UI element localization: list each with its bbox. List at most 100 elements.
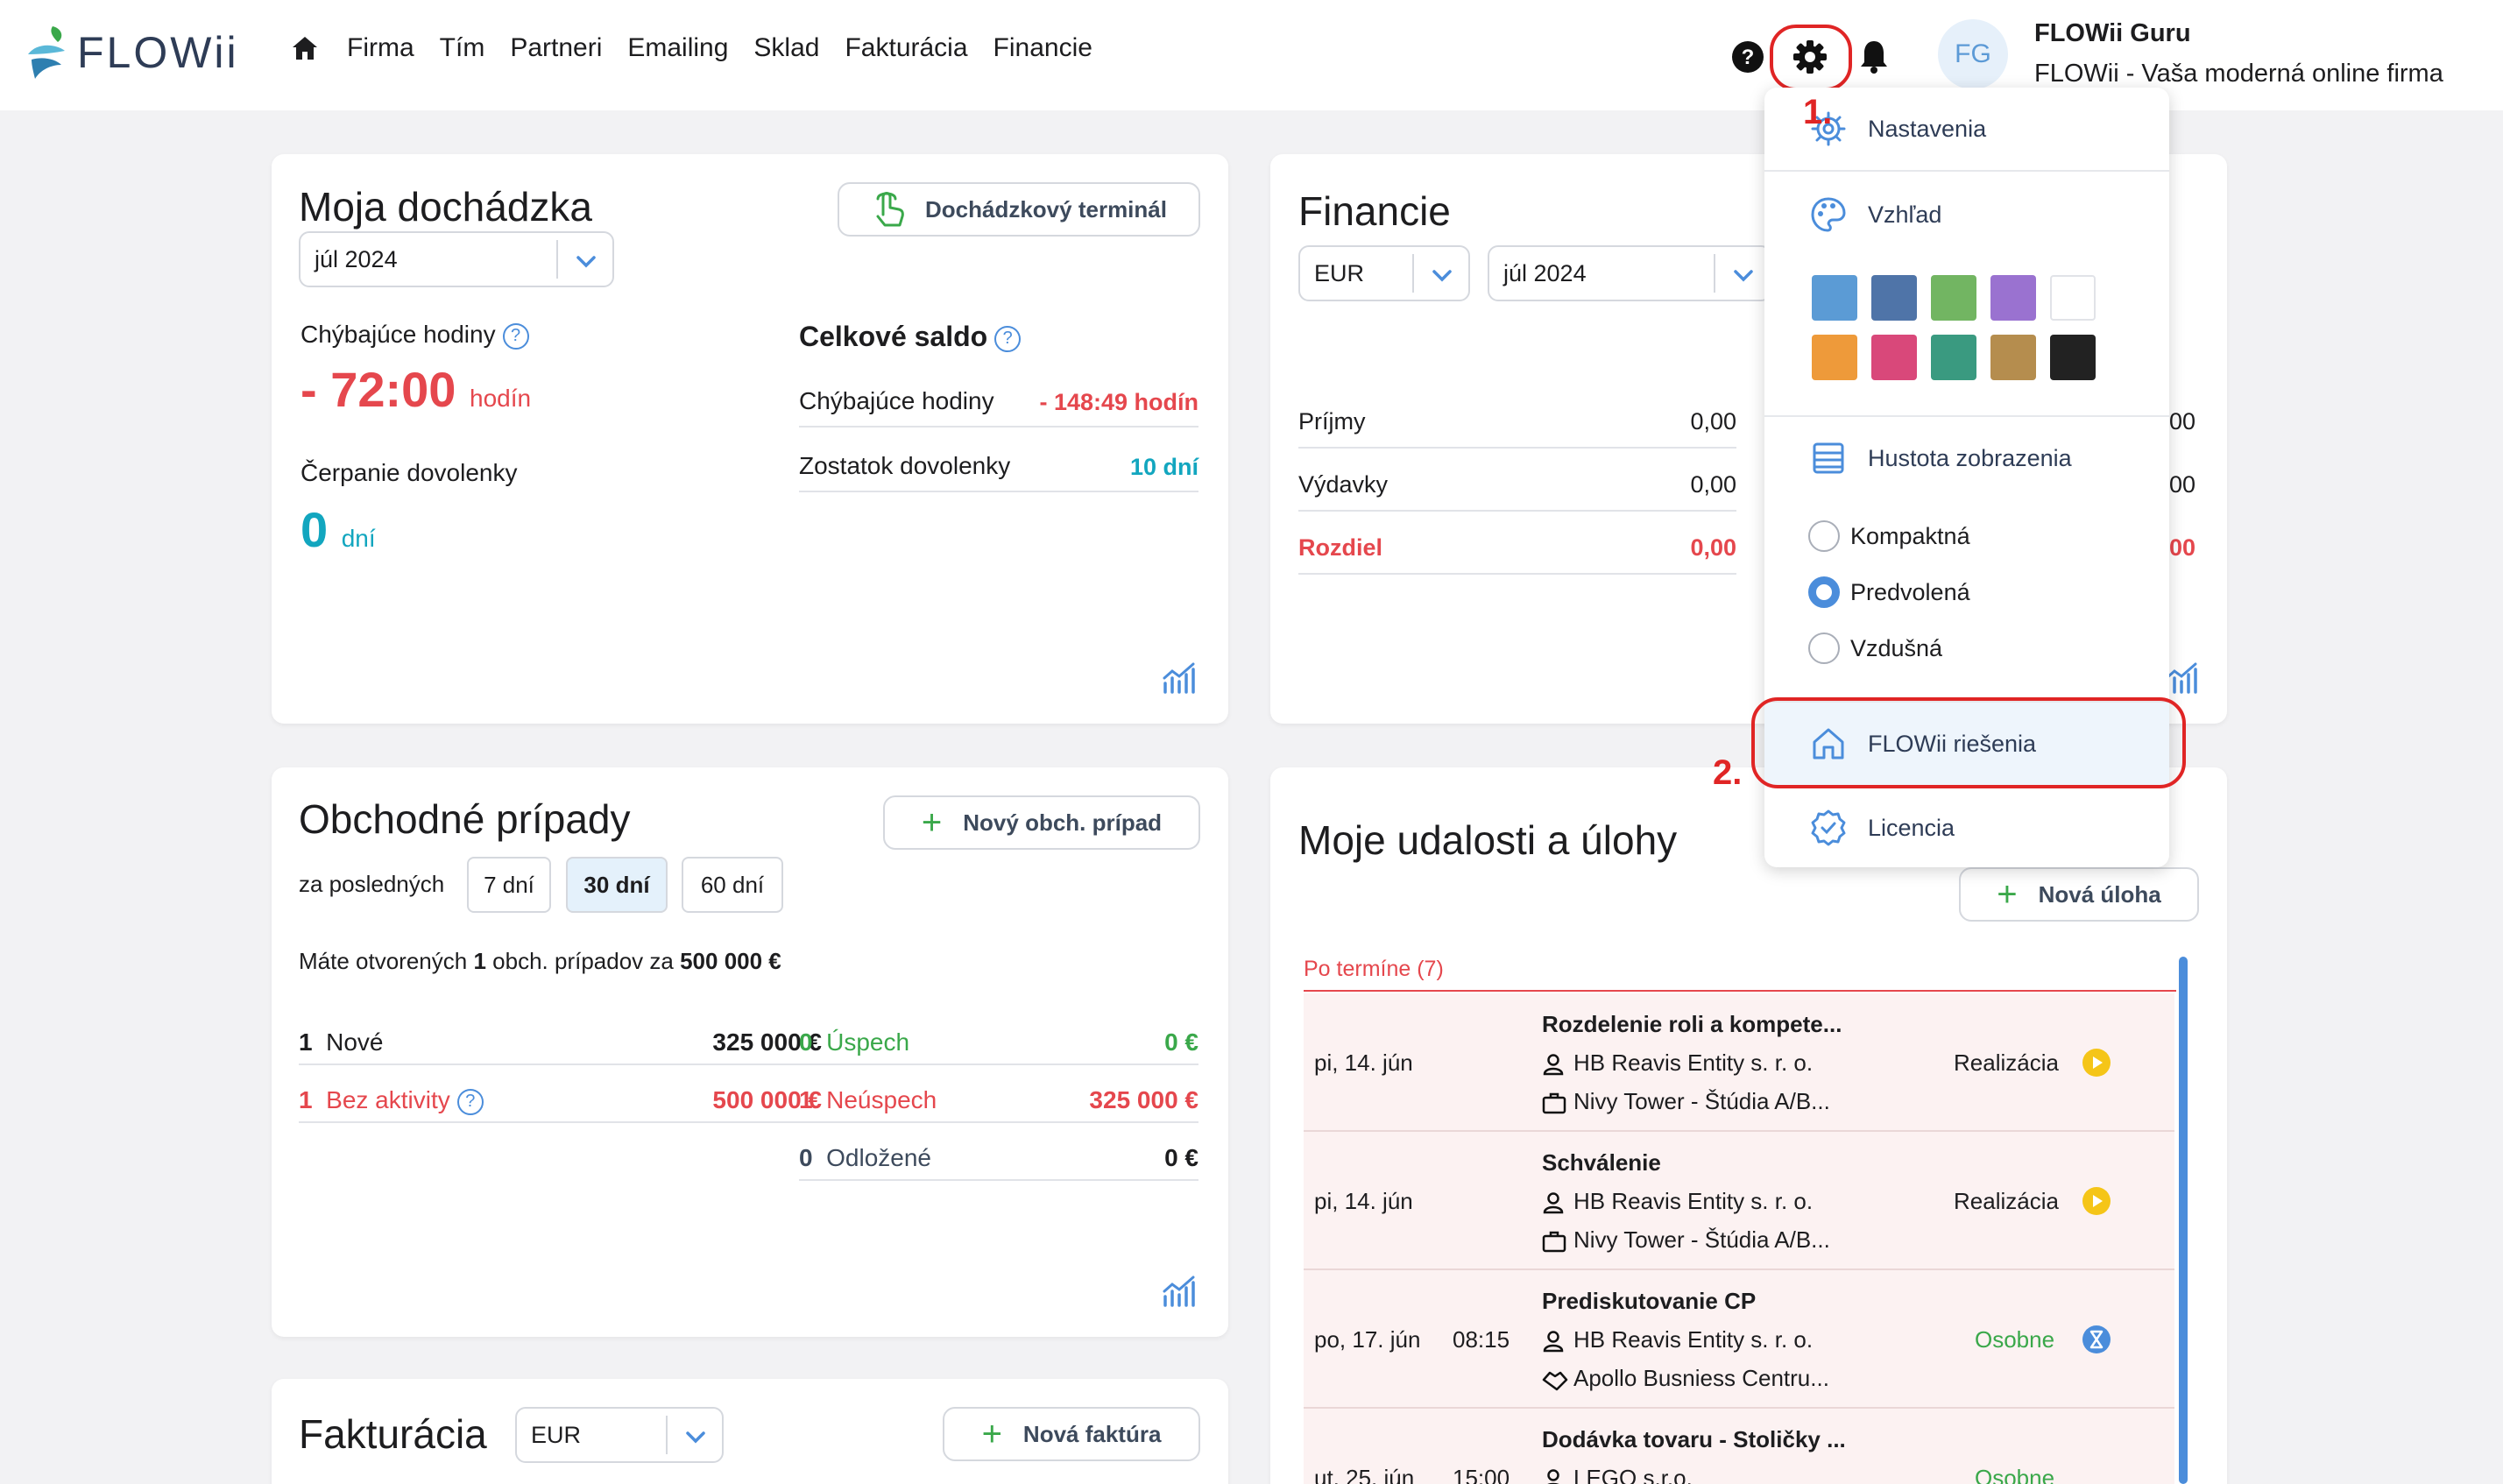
density-airy-radio[interactable]: Vzdušná (1808, 632, 1942, 664)
attendance-month-select[interactable]: júl 2024 (299, 231, 614, 287)
deals-summary: Máte otvorených 1 obch. prípadov za 500 … (299, 948, 781, 974)
play-status-icon (2082, 1187, 2111, 1215)
help-icon[interactable]: ? (502, 322, 529, 350)
svg-text:?: ? (1742, 46, 1755, 69)
tasks-scrollbar[interactable] (2179, 957, 2188, 1484)
swatch-5[interactable] (2050, 275, 2096, 321)
tasks-title: Moje udalosti a úlohy (1298, 817, 1678, 863)
menu-item-settings[interactable]: Nastavenia (1808, 109, 1986, 149)
deals-period-label: za posledných (299, 871, 445, 897)
task-company: HB Reavis Entity s. r. o. (1542, 1188, 1813, 1215)
menu-item-solutions-label: FLOWii riešenia (1868, 730, 2037, 757)
license-badge-icon (1808, 808, 1849, 848)
task-title: Prediskutovanie CP (1542, 1288, 1757, 1314)
density-default-radio[interactable]: Predvolená (1808, 576, 1970, 608)
chevron-down-icon (686, 1431, 705, 1444)
attendance-month-value: júl 2024 (315, 245, 398, 272)
swatch-10[interactable] (2050, 335, 2096, 380)
deals-postponed-row[interactable]: 0 Odložené (799, 1144, 932, 1171)
house-icon (1808, 724, 1849, 764)
invoicing-currency-select[interactable]: EUR (515, 1407, 724, 1463)
swatch-9[interactable] (1990, 335, 2036, 380)
deals-failure-row[interactable]: 1 Neúspech (799, 1086, 937, 1113)
nav-financie[interactable]: Financie (993, 33, 1092, 62)
invoicing-currency-value: EUR (531, 1421, 582, 1448)
settings-cog-icon (1808, 109, 1849, 149)
nav-emailing[interactable]: Emailing (627, 33, 729, 62)
plus-icon: + (921, 803, 943, 842)
deals-success-row[interactable]: 0 Úspech (799, 1028, 910, 1056)
swatch-6[interactable] (1812, 335, 1857, 380)
menu-item-license[interactable]: Licencia (1808, 808, 1955, 848)
new-invoice-button[interactable]: + Nová faktúra (943, 1407, 1200, 1461)
swatch-4[interactable] (1990, 275, 2036, 321)
finance-difference-right-value: 00 (2169, 534, 2196, 561)
flowii-logo[interactable]: FLOWii (26, 25, 239, 81)
attendance-title: Moja dochádzka (299, 184, 592, 230)
nav-firma[interactable]: Firma (347, 33, 414, 62)
swatch-2[interactable] (1871, 275, 1917, 321)
new-deal-button[interactable]: + Nový obch. prípad (883, 795, 1200, 850)
menu-item-density[interactable]: Hustota zobrazenia (1808, 438, 2072, 478)
logo-text: FLOWii (77, 28, 239, 77)
help-icon[interactable]: ? (994, 325, 1022, 352)
attendance-terminal-button[interactable]: Dochádzkový terminál (838, 182, 1200, 237)
avatar[interactable]: FG (1938, 19, 2008, 89)
task-company: LEGO s.r.o. (1542, 1465, 1693, 1484)
play-status-icon (2082, 1049, 2111, 1077)
nav-partneri[interactable]: Partneri (510, 33, 603, 62)
finance-expense-label: Výdavky (1298, 471, 1389, 498)
user-company: FLOWii - Vaša moderná online firma (2034, 60, 2443, 88)
help-icon[interactable]: ? (1731, 40, 1764, 74)
gear-icon[interactable] (1792, 39, 1828, 75)
finance-month-select[interactable]: júl 2024 (1488, 245, 1771, 301)
help-icon[interactable]: ? (456, 1088, 484, 1115)
finance-currency-value: EUR (1314, 259, 1365, 286)
deals-new-row[interactable]: 1 Nové (299, 1028, 384, 1056)
period-7-days[interactable]: 7 dní (467, 857, 551, 913)
task-row[interactable]: po, 17. jún 08:15 Prediskutovanie CP HB … (1304, 1270, 2174, 1407)
swatch-7[interactable] (1871, 335, 1917, 380)
task-status: Osobne (1975, 1326, 2055, 1353)
task-date: pi, 14. jún (1314, 1188, 1413, 1214)
period-60-days[interactable]: 60 dní (682, 857, 783, 913)
balance-vacation-value: 10 dní (1129, 454, 1198, 480)
user-name[interactable]: FLOWii Guru (2034, 19, 2191, 47)
deals-inactive-value: 500 000 € (712, 1086, 822, 1113)
menu-item-appearance[interactable]: Vzhľad (1808, 194, 1941, 235)
task-row[interactable]: Dodávka tovaru - Stoličky ... ut, 25. jú… (1304, 1409, 2174, 1484)
nav-sklad[interactable]: Sklad (753, 33, 820, 62)
deals-new-value: 325 000 € (712, 1028, 822, 1056)
hourglass-status-icon (2082, 1325, 2111, 1353)
new-task-button[interactable]: + Nová úloha (1959, 867, 2199, 922)
menu-item-solutions[interactable]: FLOWii riešenia (1808, 724, 2036, 764)
deals-postponed-value: 0 € (1164, 1144, 1198, 1171)
finance-income-right-value: 00 (2169, 408, 2196, 435)
nav-tim[interactable]: Tím (439, 33, 485, 62)
task-row[interactable]: pi, 14. jún Rozdelenie roli a kompete...… (1304, 993, 2174, 1130)
task-row[interactable]: pi, 14. jún Schválenie HB Reavis Entity … (1304, 1132, 2174, 1268)
chevron-down-icon (1734, 270, 1753, 282)
touch-icon (876, 192, 904, 227)
swatch-3[interactable] (1931, 275, 1976, 321)
finance-difference-value: 0,00 (1690, 534, 1736, 561)
bell-icon[interactable] (1859, 39, 1889, 74)
home-icon[interactable] (291, 35, 319, 61)
swatch-8[interactable] (1931, 335, 1976, 380)
stats-chart-icon[interactable] (2164, 662, 2199, 694)
nav-fakturacia[interactable]: Fakturácia (845, 33, 968, 62)
overdue-label[interactable]: Po termíne (7) (1304, 957, 1444, 981)
deals-success-value: 0 € (1164, 1028, 1198, 1056)
finance-currency-select[interactable]: EUR (1298, 245, 1470, 301)
task-time: 08:15 (1453, 1326, 1510, 1353)
menu-item-settings-label: Nastavenia (1868, 115, 1987, 142)
task-company: HB Reavis Entity s. r. o. (1542, 1326, 1813, 1353)
stats-chart-icon[interactable] (1162, 662, 1197, 694)
task-status: Realizácia (1954, 1049, 2059, 1076)
balance-missing-value: - 148:49 hodín (1039, 389, 1198, 415)
density-compact-radio[interactable]: Kompaktná (1808, 520, 1970, 552)
period-30-days[interactable]: 30 dní (566, 857, 668, 913)
stats-chart-icon[interactable] (1162, 1276, 1197, 1307)
deals-inactive-row[interactable]: 1 Bez aktivity? (299, 1086, 484, 1115)
swatch-1[interactable] (1812, 275, 1857, 321)
